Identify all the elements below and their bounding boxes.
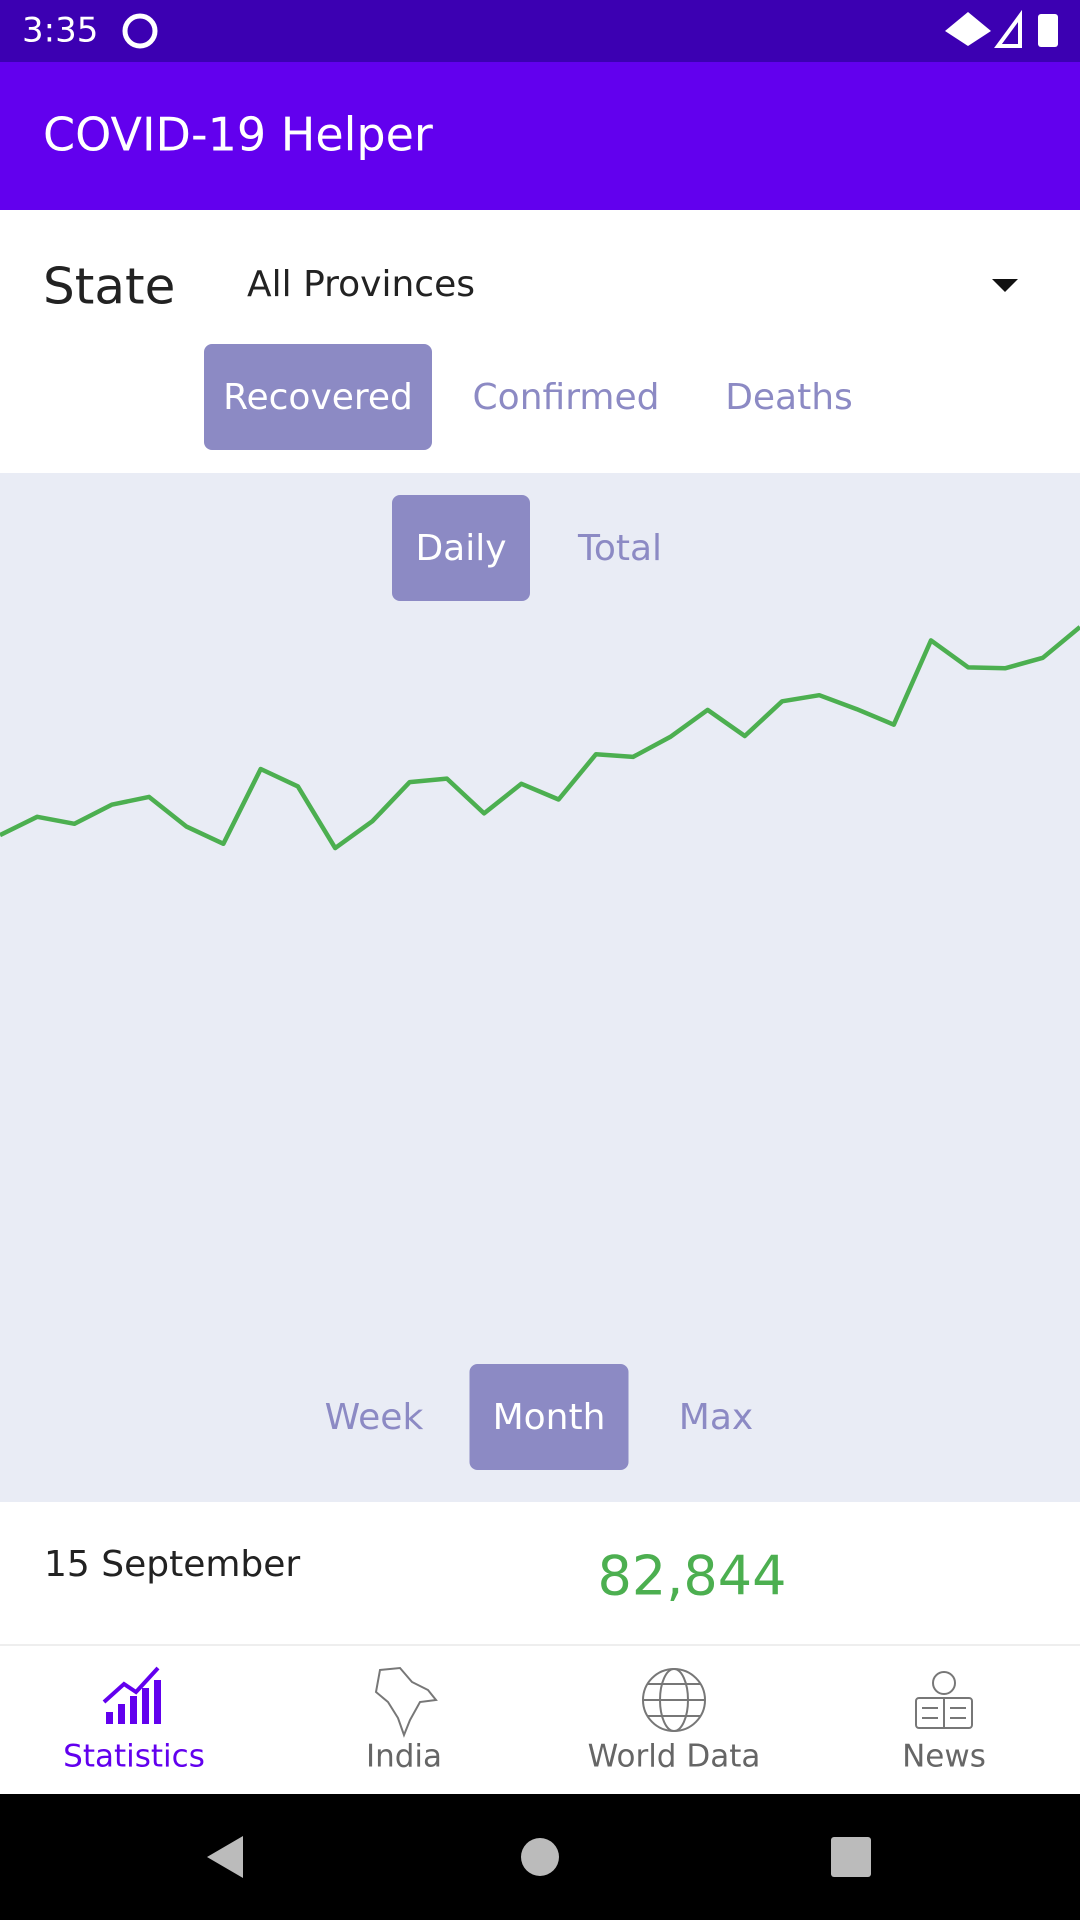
range-tabs[interactable]: Max xyxy=(679,1397,753,1438)
mode-tabs[interactable]: Daily xyxy=(415,528,506,569)
metric-tabs[interactable]: Confirmed xyxy=(473,377,660,418)
statistics-icon xyxy=(102,1666,161,1724)
bottom-nav xyxy=(0,1645,1080,1794)
data-line xyxy=(0,625,1080,851)
summary-date: 15 September xyxy=(44,1544,300,1585)
status-bar xyxy=(0,0,1080,62)
wifi-icon xyxy=(945,12,991,46)
summary-value: 82,844 xyxy=(598,1545,787,1608)
chart xyxy=(0,625,1080,851)
back-button[interactable] xyxy=(207,1836,243,1878)
selected-tab[interactable] xyxy=(204,344,432,450)
state-dropdown[interactable]: All Provinces xyxy=(247,264,475,305)
selected-tab[interactable] xyxy=(392,495,530,601)
news-icon xyxy=(915,1671,973,1729)
chart-panel xyxy=(0,473,1080,1502)
nav-labels: Statistics India World Data News xyxy=(63,1739,986,1775)
metric-tabs[interactable]: Deaths xyxy=(725,377,853,418)
state-label: State xyxy=(43,258,175,316)
nav-label[interactable]: News xyxy=(902,1739,986,1775)
signal-icon xyxy=(994,9,1022,48)
nav-label[interactable]: India xyxy=(366,1739,442,1775)
summary-panel xyxy=(0,1502,1080,1644)
nav-label[interactable]: Statistics xyxy=(63,1739,205,1775)
selected-tab[interactable] xyxy=(469,1364,629,1470)
nav-label[interactable]: World Data xyxy=(588,1739,761,1775)
dropdown-arrow[interactable] xyxy=(992,279,1018,292)
battery-icon xyxy=(1038,14,1058,47)
world-icon xyxy=(642,1668,706,1732)
range-tabs[interactable]: Week xyxy=(325,1397,424,1438)
status-icon xyxy=(122,13,158,49)
range-tabs[interactable]: Month xyxy=(493,1397,606,1438)
india-icon xyxy=(374,1666,438,1738)
mode-tabs[interactable]: Total xyxy=(577,528,662,569)
recents-button[interactable] xyxy=(831,1837,871,1877)
metric-tabs[interactable]: Recovered xyxy=(223,377,413,418)
app-bar xyxy=(0,62,1080,210)
filter-panel xyxy=(0,210,1080,473)
status-time: 3:35 xyxy=(22,11,98,51)
app-title: COVID-19 Helper xyxy=(43,108,433,162)
home-button[interactable] xyxy=(521,1838,559,1876)
